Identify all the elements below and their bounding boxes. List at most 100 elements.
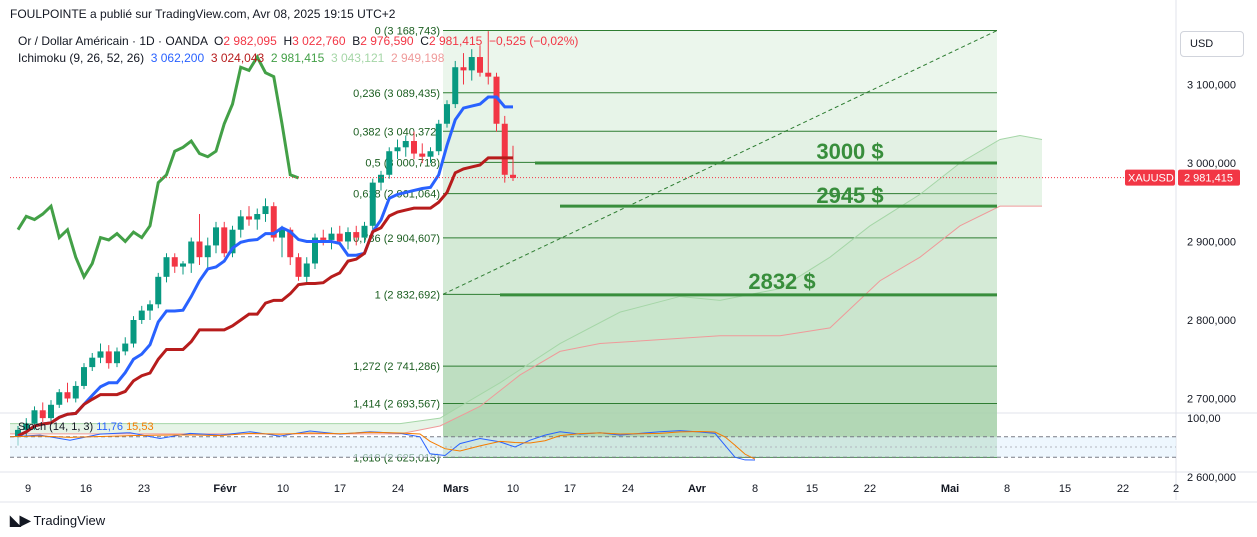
candle-body	[411, 141, 417, 154]
x-axis-label: 9	[25, 483, 31, 495]
ichimoku-cloud	[10, 135, 1042, 434]
candle-body	[444, 104, 450, 124]
candle-body	[147, 304, 153, 311]
fib-trend-line	[442, 30, 998, 295]
candle-body	[171, 257, 178, 267]
x-axis-label: 10	[507, 483, 519, 495]
candle-body	[138, 310, 145, 320]
candle-body	[105, 351, 112, 364]
candle-body	[196, 241, 203, 258]
fib-level-label: 1,272 (2 741,286)	[353, 361, 440, 373]
x-axis-label: 15	[806, 483, 818, 495]
x-axis-label: Mai	[941, 483, 959, 495]
y-axis-label: 2 600,000	[1187, 472, 1236, 484]
candle-body	[452, 67, 459, 105]
x-axis-label: 23	[138, 483, 150, 495]
open-label: O	[214, 34, 224, 48]
candle-body	[188, 241, 195, 264]
ichimoku-label[interactable]: Ichimoku (9, 26, 52, 26)	[18, 51, 145, 65]
x-axis-label: 17	[564, 483, 576, 495]
candle-body	[89, 357, 96, 368]
ichimoku-span-b-value: 2 949,198	[391, 51, 445, 65]
candle-body	[180, 263, 186, 267]
fib-level-label: 1,414 (2 693,567)	[353, 399, 440, 411]
candle-body	[361, 225, 368, 238]
x-axis-label: Mars	[443, 483, 469, 495]
annotation-2832: 2832 $	[748, 269, 815, 294]
price-tag: 2 981,415	[1184, 173, 1233, 185]
x-axis-label: Avr	[688, 483, 707, 495]
candle-body	[353, 232, 360, 238]
x-axis-label: 22	[864, 483, 876, 495]
candle-body	[312, 237, 318, 264]
candle-body	[328, 233, 335, 240]
ichimoku-kijun-value: 3 024,043	[210, 51, 265, 65]
candle-body	[303, 263, 310, 277]
stoch-legend: Stoch (14, 1, 3) 11,76 15,53	[18, 421, 154, 433]
candle-body	[262, 206, 269, 215]
stoch-band	[10, 436, 1176, 458]
candle-body	[204, 245, 211, 258]
fib-level-label: 0,236 (3 089,435)	[353, 88, 440, 100]
price-tag-bg	[1178, 169, 1240, 186]
candle-body	[501, 123, 508, 175]
close-label: C	[420, 34, 429, 48]
x-axis-label: 16	[80, 483, 92, 495]
x-axis-label: 15	[1059, 483, 1071, 495]
open-value: 2 982,095	[223, 34, 277, 48]
tradingview-brand: TradingView	[33, 513, 106, 528]
candle-body	[510, 174, 516, 178]
y-axis-label: 2 900,000	[1187, 237, 1236, 249]
candle-body	[369, 182, 376, 226]
fib-level-label: 0,382 (3 040,372)	[353, 126, 440, 138]
x-axis-label: 22	[1117, 483, 1129, 495]
x-axis-label: 24	[622, 483, 634, 495]
candle-body	[485, 72, 492, 77]
candle-body	[427, 151, 434, 157]
x-axis-label: 10	[277, 483, 289, 495]
candle-body	[221, 227, 228, 254]
candle-body	[493, 76, 500, 124]
fib-zone-band	[443, 294, 997, 367]
low-label: B	[352, 34, 361, 48]
candle-body	[287, 229, 294, 258]
candle-body	[56, 392, 63, 405]
y-axis-label: 2 800,000	[1187, 315, 1236, 327]
ichimoku-tenkan-value: 3 062,200	[150, 51, 205, 65]
x-axis-label: Févr	[213, 483, 237, 495]
candle-body	[320, 237, 327, 240]
published-by-header: FOULPOINTE a publié sur TradingView.com,…	[10, 7, 396, 21]
candle-body	[72, 385, 79, 399]
ichimoku-lagging-line	[16, 54, 300, 281]
candle-body	[386, 151, 393, 175]
stoch-label[interactable]: Stoch (14, 1, 3)	[18, 421, 94, 433]
candle-body	[477, 57, 483, 73]
candle-body	[155, 276, 162, 305]
close-value: 2 981,415	[428, 34, 483, 48]
stoch-d-line	[9, 430, 756, 460]
x-axis-label: 2	[1173, 483, 1179, 495]
ichimoku-kijun-line	[17, 156, 513, 438]
y-axis-label: 2 700,000	[1187, 394, 1236, 406]
annotation-2945: 2945 $	[816, 183, 883, 208]
candle-body	[254, 214, 261, 220]
candle-body	[279, 229, 285, 238]
symbol-tag-bg	[1125, 169, 1175, 186]
candle-body	[213, 227, 219, 246]
symbol-name[interactable]: Or / Dollar Américain · 1D · OANDA	[18, 34, 208, 48]
fib-level-label: 0,5 (3 000,718)	[365, 157, 440, 169]
candle-body	[468, 57, 475, 71]
candle-body	[23, 423, 30, 430]
stoch-d-value: 15,53	[126, 421, 154, 433]
tradingview-logo[interactable]: ◣▶ TradingView	[10, 512, 105, 529]
candle-body	[48, 404, 54, 419]
y-axis-label: 3 000,000	[1187, 158, 1236, 170]
symbol-tag: XAUUSD	[1128, 173, 1174, 185]
currency-button[interactable]: USD	[1180, 31, 1244, 57]
candle-body	[130, 320, 137, 344]
candle-body	[336, 233, 343, 242]
low-value: 2 976,590	[360, 34, 414, 48]
candle-body	[394, 147, 401, 152]
fib-zone-band	[443, 366, 997, 404]
